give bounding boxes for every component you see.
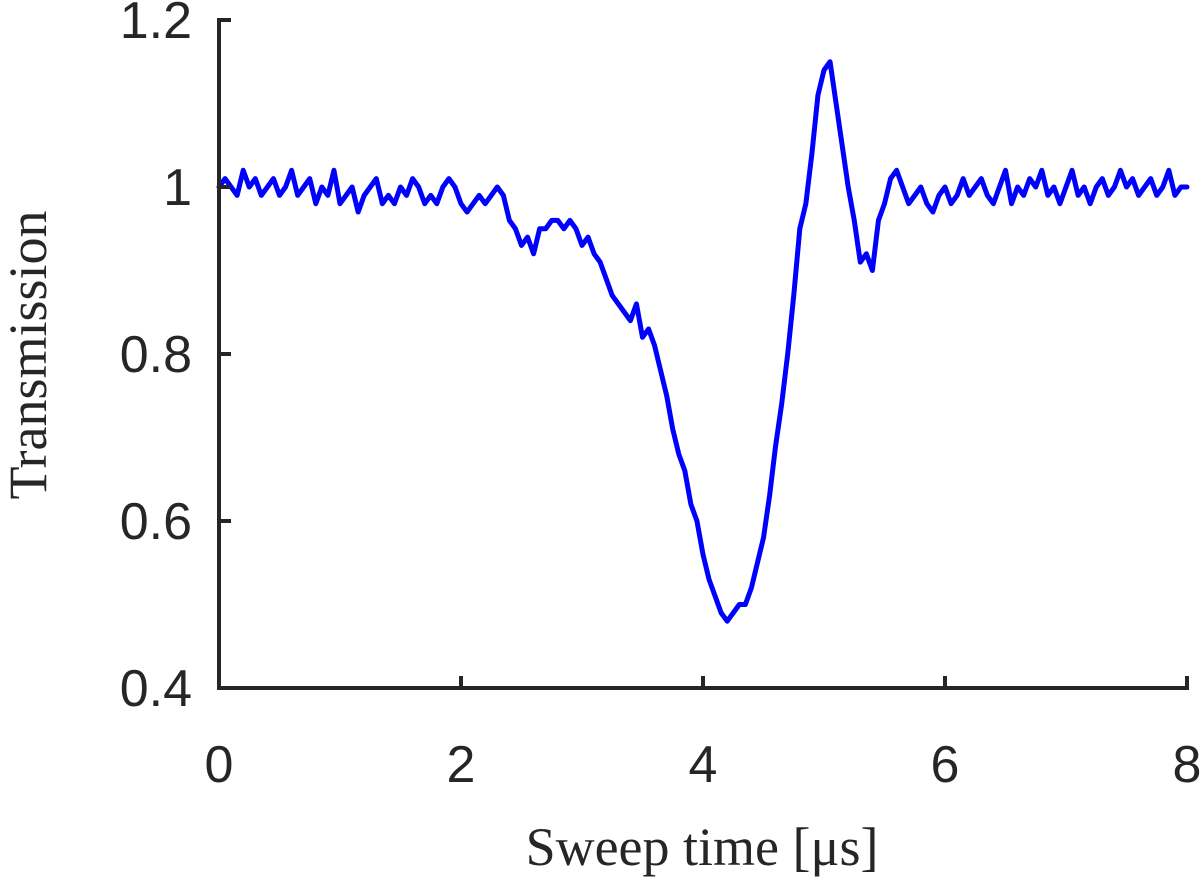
y-tick-label: 0.8 xyxy=(120,326,192,384)
y-tick-label: 1 xyxy=(163,159,192,217)
x-tick-label: 4 xyxy=(689,736,718,794)
x-tick-label: 0 xyxy=(205,736,234,794)
plot-area xyxy=(216,59,1190,624)
y-tick-label: 0.4 xyxy=(120,660,192,718)
y-axis-label: Transmission xyxy=(0,210,58,499)
x-tick-label: 2 xyxy=(447,736,476,794)
tick-labels: 0 2 4 6 8 0.4 0.6 0.8 1 1.2 xyxy=(120,0,1200,794)
y-tick-label: 1.2 xyxy=(120,0,192,50)
y-tick-label: 0.6 xyxy=(120,493,192,551)
axes xyxy=(217,18,1189,690)
x-tick-label: 8 xyxy=(1173,736,1200,794)
transmission-line xyxy=(216,59,1190,624)
x-tick-label: 6 xyxy=(931,736,960,794)
x-axis-label: Sweep time [μs] xyxy=(526,817,879,877)
